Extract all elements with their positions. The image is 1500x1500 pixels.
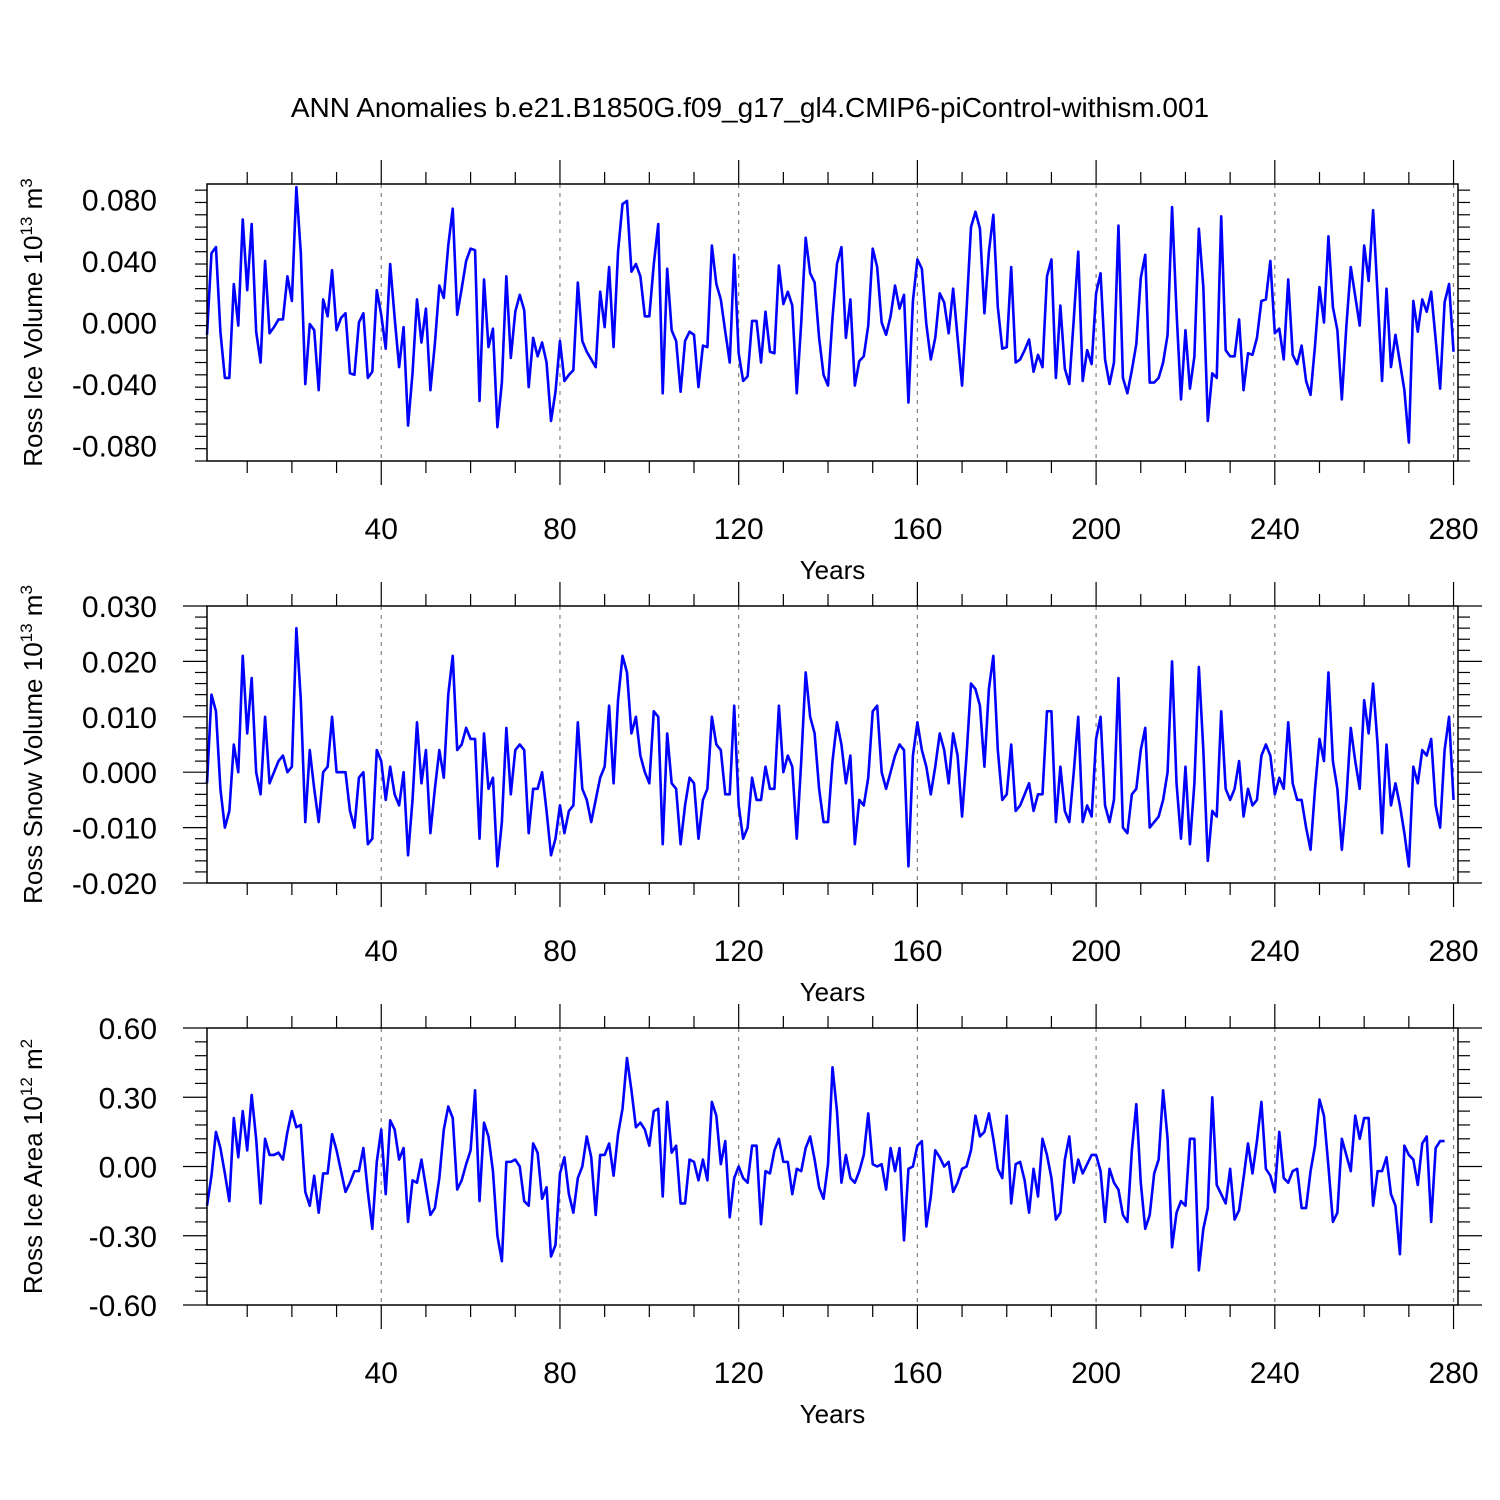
y-tick-label: 0.040 — [82, 246, 157, 279]
x-tick-label: 160 — [892, 513, 942, 546]
x-tick-label: 160 — [892, 935, 942, 968]
plot-frame — [206, 183, 1459, 462]
y-axis-title: Ross Ice Area 1012 m2 — [17, 1039, 48, 1294]
y-tick-label: 0.080 — [82, 184, 157, 217]
x-tick-label: 40 — [365, 1357, 398, 1390]
y-tick-label: 0.030 — [82, 591, 157, 624]
x-tick-label: 80 — [543, 935, 576, 968]
chart-panel-1: 40 80 120 160 200 240 280 -0.080 -0.040 0.000 0.04… — [17, 160, 1479, 585]
x-tick-label: 240 — [1250, 1357, 1300, 1390]
series-line — [205, 1056, 1445, 1272]
x-tick-label: 80 — [543, 513, 576, 546]
x-tick-label: 120 — [714, 513, 764, 546]
y-tick-label: 0.60 — [99, 1013, 157, 1046]
y-tick-label: 0.000 — [82, 308, 157, 341]
y-tick-label: 0.30 — [99, 1082, 157, 1115]
x-axis-title: Years — [800, 1399, 866, 1429]
x-tick-label: 120 — [714, 1357, 764, 1390]
x-tick-label: 240 — [1250, 935, 1300, 968]
x-tick-label: 160 — [892, 1357, 942, 1390]
y-tick-label: 0.020 — [82, 646, 157, 679]
y-axis-title: Ross Ice Volume 1013 m3 — [17, 178, 48, 467]
y-axis-title: Ross Snow Volume 1013 m3 — [17, 585, 48, 904]
page-title: ANN Anomalies b.e21.B1850G.f09_g17_gl4.C… — [290, 92, 1210, 123]
y-tick-label: 0.010 — [82, 702, 157, 735]
series-line — [205, 626, 1455, 868]
x-tick-label: 280 — [1429, 513, 1479, 546]
x-tick-label: 240 — [1250, 513, 1300, 546]
y-tick-label: -0.040 — [72, 369, 157, 402]
series-line — [205, 185, 1455, 444]
x-tick-label: 40 — [365, 935, 398, 968]
plot-frame — [206, 605, 1459, 884]
x-tick-label: 280 — [1429, 1357, 1479, 1390]
x-axis-title: Years — [800, 555, 866, 585]
y-tick-label: 0.000 — [82, 757, 157, 790]
y-tick-label: -0.60 — [89, 1290, 157, 1323]
x-tick-label: 200 — [1071, 513, 1121, 546]
chart-panel-3: 40 80 120 160 200 240 280 -0.60 -0.30 0.00 0.30 0.6… — [17, 1004, 1482, 1429]
x-tick-label: 200 — [1071, 1357, 1121, 1390]
y-tick-label: -0.30 — [89, 1221, 157, 1254]
x-tick-label: 200 — [1071, 935, 1121, 968]
x-tick-label: 120 — [714, 935, 764, 968]
y-tick-label: -0.020 — [72, 868, 157, 901]
x-axis-title: Years — [800, 977, 866, 1007]
x-tick-label: 80 — [543, 1357, 576, 1390]
x-tick-label: 40 — [365, 513, 398, 546]
chart-panel-2: 40 80 120 160 200 240 280 -0.020 -0.010 0.000 0.01… — [17, 582, 1482, 1007]
x-tick-label: 280 — [1429, 935, 1479, 968]
y-tick-label: 0.00 — [99, 1152, 157, 1185]
y-tick-label: -0.010 — [72, 813, 157, 846]
y-tick-label: -0.080 — [72, 431, 157, 464]
